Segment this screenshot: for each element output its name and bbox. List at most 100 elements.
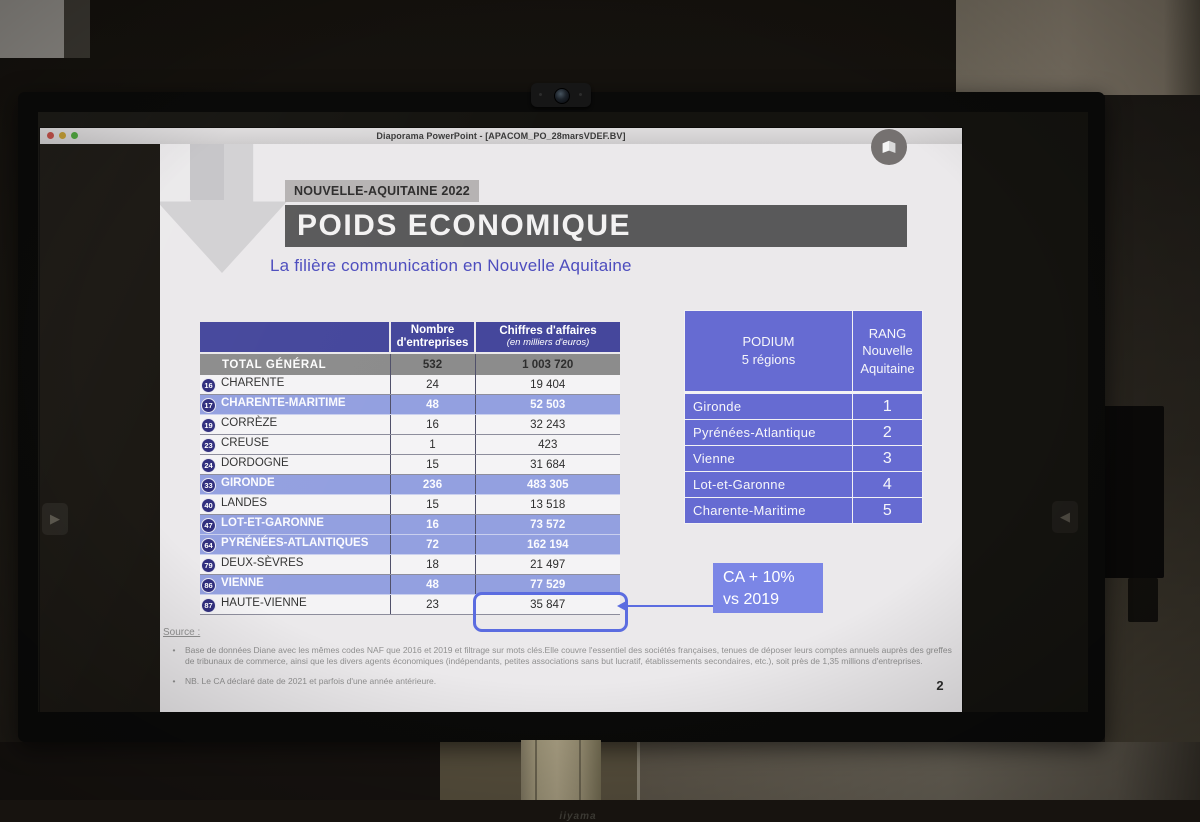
webcam-mic-dot [579,93,582,96]
dept-name: VIENNE [221,576,264,589]
region-name: Gironde [684,392,853,420]
table-row: 33 GIRONDE 236 483 305 [200,474,620,495]
rang-header-line2: Nouvelle [862,343,913,359]
revenue-cell: 32 243 [474,414,620,435]
count-cell: 48 [389,574,475,595]
region-rank: 3 [852,445,923,472]
slide: NOUVELLE-AQUITAINE 2022 POIDS ECONOMIQUE… [160,144,962,712]
close-button[interactable] [47,132,54,139]
callout-line2: vs 2019 [723,591,780,609]
table-row: 19 CORRÈZE 16 32 243 [200,414,620,435]
dept-cell: 40 LANDES [200,494,390,515]
fullscreen-button[interactable] [71,132,78,139]
count-cell: 15 [389,494,475,515]
stand-groove [579,740,581,800]
letterbox-left [40,144,160,712]
region-name: Charente-Maritime [684,497,853,524]
podium-header-row: PODIUM 5 régions RANG Nouvelle Aquitaine [684,310,923,394]
header-revenue-unit: (en milliers d'euros) [506,337,590,349]
wall-bottom-right [640,742,1200,800]
dept-name: HAUTE-VIENNE [221,596,307,609]
minimize-button[interactable] [59,132,66,139]
dept-code-badge: 33 [201,477,216,493]
table-row: 17 CHARENTE-MARITIME 48 52 503 [200,394,620,415]
tv-stand-pole [521,740,601,800]
dept-cell: 19 CORRÈZE [200,414,390,435]
total-count: 532 [389,352,475,375]
revenue-cell: 13 518 [474,494,620,515]
window-title: Diaporama PowerPoint - [APACOM_PO_28mars… [376,131,626,141]
table-row: 23 CREUSE 1 423 [200,434,620,455]
presenter-bubble[interactable] [871,129,907,165]
revenue-cell: 19 404 [474,375,620,395]
region-name: Pyrénées-Atlantique [684,419,853,446]
dept-name: PYRÉNÉES-ATLANTIQUES [221,536,369,549]
callout-arrow [627,605,713,607]
region-name: Lot-et-Garonne [684,471,853,498]
source-bullet: • Base de données Diane avec les mêmes c… [163,645,955,668]
total-highlight-outline [473,592,628,632]
dept-cell: 33 GIRONDE [200,474,390,495]
source-bullet: • NB. Le CA déclaré date de 2021 et parf… [163,676,955,687]
dept-code-badge: 47 [201,517,216,533]
total-revenue: 1 003 720 [474,352,620,375]
podium-row: Vienne 3 [684,445,923,472]
header-count: Nombre d'entreprises [389,322,475,354]
dept-cell: 17 CHARENTE-MARITIME [200,394,390,415]
podium-row: Lot-et-Garonne 4 [684,471,923,498]
dept-cell: 24 DORDOGNE [200,454,390,475]
revenue-cell: 423 [474,434,620,455]
revenue-cell: 52 503 [474,394,620,415]
header-revenue: Chiffres d'affaires (en milliers d'euros… [474,322,620,354]
count-cell: 16 [389,414,475,435]
podium-header-line2: 5 régions [741,352,796,367]
screen-edge-toolbar-right[interactable]: ◀ [1052,501,1078,533]
screen-edge-toolbar-left[interactable]: ▶ [42,503,68,535]
webcam-lens-icon [554,88,570,104]
count-cell: 23 [389,594,475,615]
region-rank: 2 [852,419,923,446]
tv-screen: Diaporama PowerPoint - [APACOM_PO_28mars… [38,112,1088,712]
podium-header: PODIUM 5 régions [684,310,853,394]
webcam [531,83,591,107]
dept-name: CREUSE [221,436,269,449]
table-row: 79 DEUX-SÈVRES 18 21 497 [200,554,620,575]
window-titlebar[interactable]: Diaporama PowerPoint - [APACOM_PO_28mars… [40,128,962,144]
chevron-left-icon: ◀ [1060,509,1070,524]
region-rank: 1 [852,392,923,420]
dept-code-badge: 16 [201,377,216,393]
table-header-row: Nombre d'entreprises Chiffres d'affaires… [200,322,620,354]
podium-table: PODIUM 5 régions RANG Nouvelle Aquitaine [684,310,923,524]
dept-cell: 23 CREUSE [200,434,390,455]
table-row: 24 DORDOGNE 15 31 684 [200,454,620,475]
table-row: 86 VIENNE 48 77 529 [200,574,620,595]
header-count-line2: d'entreprises [396,337,469,349]
table-row: 16 CHARENTE 24 19 404 [200,375,620,395]
chevron-right-icon: ▶ [50,511,60,526]
podium-header-line1: PODIUM [742,334,795,350]
main-table-body: TOTAL GÉNÉRAL 532 1 003 720 16 CHARENTE 2… [200,352,620,615]
wall-mounted-bracket [1128,578,1158,622]
wall-seam [637,742,640,800]
dept-code-badge: 19 [201,417,216,433]
dept-name: CHARENTE-MARITIME [221,396,346,409]
podium-row: Charente-Maritime 5 [684,497,923,524]
window-controls [47,132,78,139]
header-empty-cell [200,322,390,354]
wall-shadow-topleft [64,0,90,58]
source-block: Source : • Base de données Diane avec le… [163,627,955,695]
dept-name: DORDOGNE [221,456,289,469]
rang-header-line3: Aquitaine [860,360,915,376]
wall-light-patch-topleft [0,0,64,58]
window-body: NOUVELLE-AQUITAINE 2022 POIDS ECONOMIQUE… [40,144,962,712]
dept-code-badge: 17 [201,397,216,413]
source-text: NB. Le CA déclaré date de 2021 et parfoi… [185,675,437,686]
dept-code-badge: 87 [201,597,216,613]
revenue-cell: 77 529 [474,574,620,595]
header-count-line1: Nombre [410,323,455,336]
total-label: TOTAL GÉNÉRAL [200,352,390,375]
slide-subtitle: La filière communication en Nouvelle Aqu… [270,256,632,275]
table-row: 64 PYRÉNÉES-ATLANTIQUES 72 162 194 [200,534,620,555]
podium-row: Pyrénées-Atlantique 2 [684,419,923,446]
